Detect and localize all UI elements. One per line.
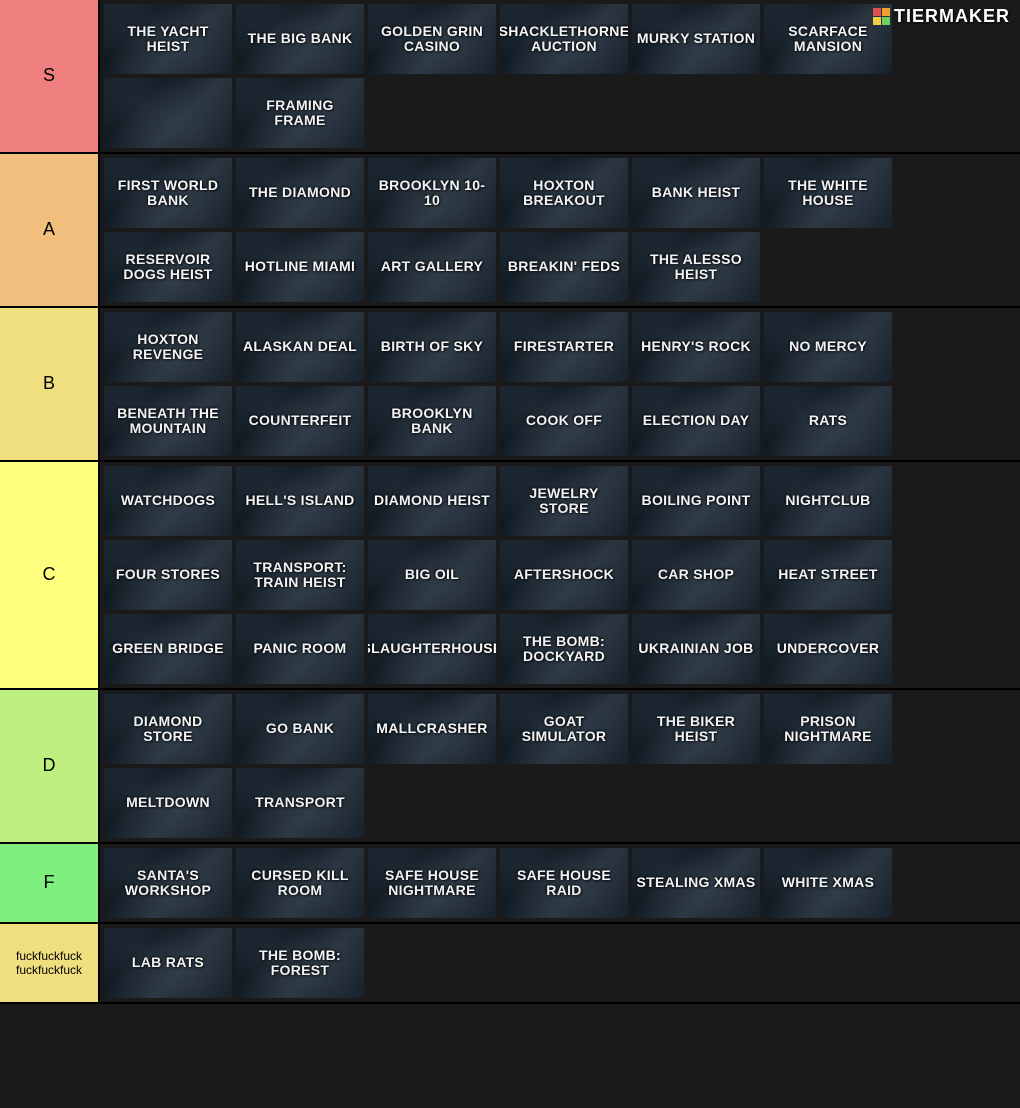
tier-label[interactable]: fuckfuckfuck fuckfuckfuck (0, 924, 100, 1002)
tier-item[interactable]: THE YACHT HEIST (104, 4, 232, 74)
tier-item[interactable]: SHACKLETHORNE AUCTION (500, 4, 628, 74)
tier-item[interactable]: NO MERCY (764, 312, 892, 382)
tier-item[interactable]: MALLCRASHER (368, 694, 496, 764)
tier-item[interactable]: HENRY'S ROCK (632, 312, 760, 382)
tier-item[interactable]: DIAMOND HEIST (368, 466, 496, 536)
tier-item[interactable]: LAB RATS (104, 928, 232, 998)
tier-item[interactable]: WATCHDOGS (104, 466, 232, 536)
tier-row: FSANTA'S WORKSHOPCURSED KILL ROOMSAFE HO… (0, 844, 1020, 924)
watermark-logo-icon (873, 8, 890, 25)
tier-label[interactable]: B (0, 308, 100, 460)
tier-item[interactable]: UKRAINIAN JOB (632, 614, 760, 684)
tier-item[interactable]: THE BOMB: DOCKYARD (500, 614, 628, 684)
tier-row: CWATCHDOGSHELL'S ISLANDDIAMOND HEISTJEWE… (0, 462, 1020, 690)
tier-item[interactable]: HOXTON REVENGE (104, 312, 232, 382)
tier-item[interactable]: UNDERCOVER (764, 614, 892, 684)
tier-item[interactable]: SLAUGHTERHOUSE (368, 614, 496, 684)
tier-item[interactable]: ELECTION DAY (632, 386, 760, 456)
tier-item[interactable]: NIGHTCLUB (764, 466, 892, 536)
tier-item[interactable]: BIRTH OF SKY (368, 312, 496, 382)
tier-item[interactable]: CAR SHOP (632, 540, 760, 610)
tier-item[interactable]: TRANSPORT: TRAIN HEIST (236, 540, 364, 610)
watermark-text: TIERMAKER (894, 6, 1010, 27)
tier-item[interactable]: BROOKLYN BANK (368, 386, 496, 456)
tier-item[interactable]: BROOKLYN 10-10 (368, 158, 496, 228)
tier-item[interactable]: CURSED KILL ROOM (236, 848, 364, 918)
tier-item[interactable]: THE BOMB: FOREST (236, 928, 364, 998)
tier-item[interactable]: FOUR STORES (104, 540, 232, 610)
tier-item[interactable]: RESERVOIR DOGS HEIST (104, 232, 232, 302)
tier-item[interactable]: ART GALLERY (368, 232, 496, 302)
tier-list: STHE YACHT HEISTTHE BIG BANKGOLDEN GRIN … (0, 0, 1020, 1004)
tier-item[interactable]: JEWELRY STORE (500, 466, 628, 536)
tier-row: STHE YACHT HEISTTHE BIG BANKGOLDEN GRIN … (0, 0, 1020, 154)
tier-item[interactable]: AFTERSHOCK (500, 540, 628, 610)
tier-items: SANTA'S WORKSHOPCURSED KILL ROOMSAFE HOU… (100, 844, 1020, 922)
tier-items: FIRST WORLD BANKTHE DIAMONDBROOKLYN 10-1… (100, 154, 1020, 306)
tier-item[interactable]: RATS (764, 386, 892, 456)
tier-item[interactable]: ALASKAN DEAL (236, 312, 364, 382)
tier-item[interactable]: BANK HEIST (632, 158, 760, 228)
tier-item[interactable]: PANIC ROOM (236, 614, 364, 684)
watermark: TIERMAKER (873, 6, 1010, 27)
tier-item[interactable]: THE BIKER HEIST (632, 694, 760, 764)
tier-item[interactable]: HEAT STREET (764, 540, 892, 610)
tier-item[interactable]: PRISON NIGHTMARE (764, 694, 892, 764)
tier-item[interactable]: MURKY STATION (632, 4, 760, 74)
tier-item[interactable]: GO BANK (236, 694, 364, 764)
tier-item[interactable]: BIG OIL (368, 540, 496, 610)
tier-item[interactable]: HOTLINE MIAMI (236, 232, 364, 302)
tier-item[interactable]: COOK OFF (500, 386, 628, 456)
tier-item[interactable]: BENEATH THE MOUNTAIN (104, 386, 232, 456)
tier-label[interactable]: D (0, 690, 100, 842)
tier-item[interactable]: WHITE XMAS (764, 848, 892, 918)
tier-items: HOXTON REVENGEALASKAN DEALBIRTH OF SKYFI… (100, 308, 1020, 460)
tier-item[interactable]: GOAT SIMULATOR (500, 694, 628, 764)
tier-item[interactable]: BREAKIN' FEDS (500, 232, 628, 302)
tier-item[interactable]: FIRST WORLD BANK (104, 158, 232, 228)
tier-item[interactable]: STEALING XMAS (632, 848, 760, 918)
tier-item[interactable]: FIRESTARTER (500, 312, 628, 382)
tier-item[interactable]: FRAMING FRAME (236, 78, 364, 148)
tier-item[interactable]: THE ALESSO HEIST (632, 232, 760, 302)
tier-item[interactable]: SAFE HOUSE RAID (500, 848, 628, 918)
tier-item[interactable]: SAFE HOUSE NIGHTMARE (368, 848, 496, 918)
tier-item[interactable]: MELTDOWN (104, 768, 232, 838)
tier-item[interactable]: THE DIAMOND (236, 158, 364, 228)
tier-label[interactable]: S (0, 0, 100, 152)
tier-label[interactable]: C (0, 462, 100, 688)
tier-item[interactable]: GREEN BRIDGE (104, 614, 232, 684)
tier-items: LAB RATSTHE BOMB: FOREST (100, 924, 1020, 1002)
tier-label[interactable]: F (0, 844, 100, 922)
tier-item[interactable]: HOXTON BREAKOUT (500, 158, 628, 228)
tier-item[interactable]: THE BIG BANK (236, 4, 364, 74)
tier-items: WATCHDOGSHELL'S ISLANDDIAMOND HEISTJEWEL… (100, 462, 1020, 688)
tier-item[interactable]: GOLDEN GRIN CASINO (368, 4, 496, 74)
tier-row: BHOXTON REVENGEALASKAN DEALBIRTH OF SKYF… (0, 308, 1020, 462)
tier-label[interactable]: A (0, 154, 100, 306)
tier-item[interactable]: TRANSPORT (236, 768, 364, 838)
tier-item[interactable] (104, 78, 232, 148)
tier-item[interactable]: BOILING POINT (632, 466, 760, 536)
tier-row: AFIRST WORLD BANKTHE DIAMONDBROOKLYN 10-… (0, 154, 1020, 308)
tier-row: DDIAMOND STOREGO BANKMALLCRASHERGOAT SIM… (0, 690, 1020, 844)
tier-item[interactable]: COUNTERFEIT (236, 386, 364, 456)
tier-items: DIAMOND STOREGO BANKMALLCRASHERGOAT SIMU… (100, 690, 1020, 842)
tier-item[interactable]: SANTA'S WORKSHOP (104, 848, 232, 918)
tier-item[interactable]: DIAMOND STORE (104, 694, 232, 764)
tier-row: fuckfuckfuck fuckfuckfuckLAB RATSTHE BOM… (0, 924, 1020, 1004)
tier-item[interactable]: HELL'S ISLAND (236, 466, 364, 536)
tier-item[interactable]: THE WHITE HOUSE (764, 158, 892, 228)
